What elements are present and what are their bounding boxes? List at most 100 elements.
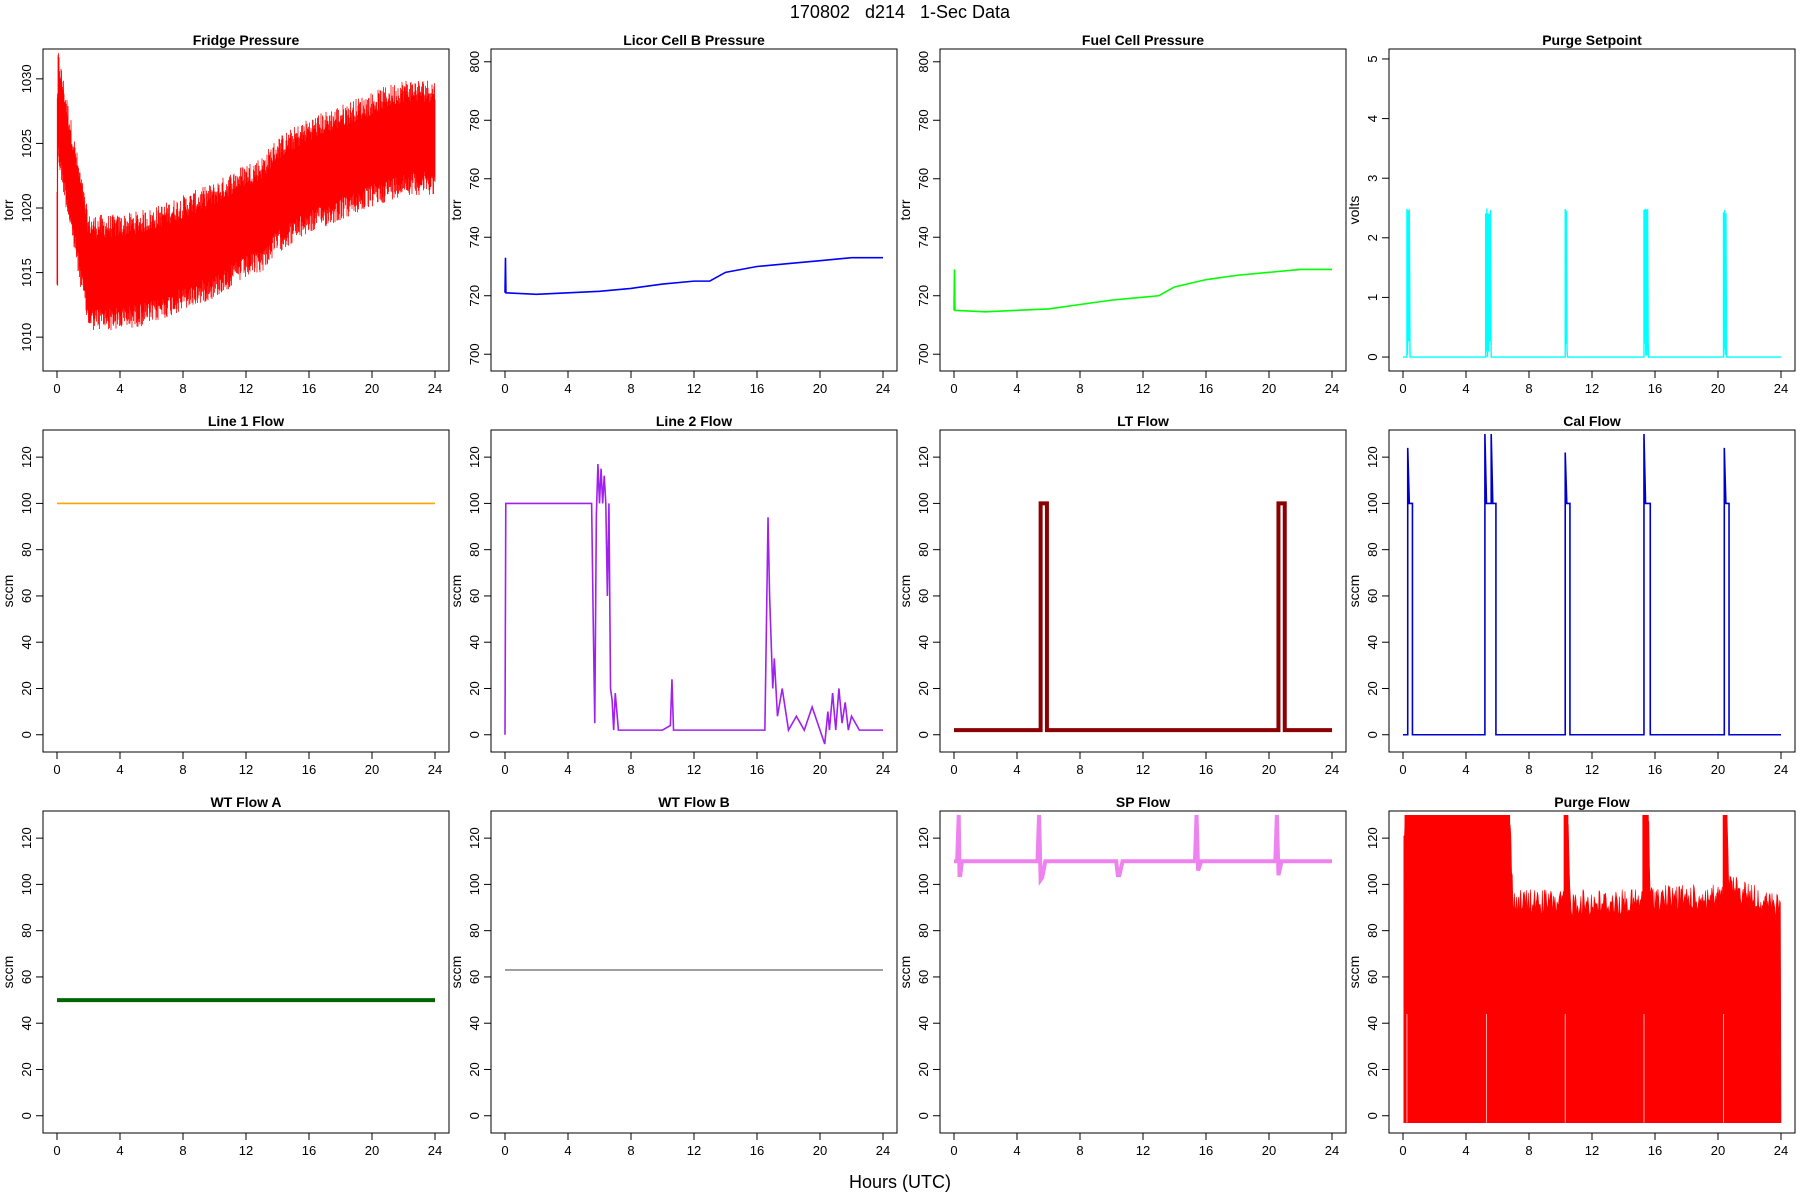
y-tick-label: 1015	[19, 258, 34, 287]
x-tick-label: 8	[1076, 1143, 1083, 1158]
panel-8: Cal Flow sccm 0 4 8 12 16 20 24 0 20 40 60 80 100 120	[1346, 413, 1796, 777]
x-tick-label: 20	[1262, 1143, 1276, 1158]
y-tick-label: 0	[1365, 1112, 1380, 1119]
x-tick-label: 20	[365, 762, 379, 777]
x-tick-label: 0	[501, 762, 508, 777]
x-tick-label: 4	[1462, 762, 1469, 777]
x-tick-label: 8	[1525, 762, 1532, 777]
x-tick-label: 0	[501, 1143, 508, 1158]
y-tick-label: 100	[467, 493, 482, 515]
y-tick-label: 700	[467, 343, 482, 365]
y-tick-label: 780	[467, 109, 482, 131]
y-tick-label: 760	[916, 168, 931, 190]
x-tick-label: 20	[1262, 762, 1276, 777]
y-axis-label: sccm	[1346, 575, 1362, 608]
panel-6: Line 2 Flow sccm 0 4 8 12 16 20 24 0 20 40 60 80 100 12…	[448, 413, 898, 777]
y-tick-label: 20	[467, 681, 482, 695]
x-tick-label: 12	[1136, 381, 1150, 396]
plot-frame	[42, 48, 450, 372]
y-tick-label: 120	[19, 446, 34, 468]
y-tick-label: 760	[467, 168, 482, 190]
series-group	[504, 464, 883, 745]
y-tick-label: 0	[1365, 731, 1380, 738]
x-axis-label: Hours (UTC)	[849, 1172, 951, 1192]
x-tick-label: 12	[1585, 1143, 1599, 1158]
x-tick-label: 8	[1525, 1143, 1532, 1158]
x-tick-label: 4	[116, 1143, 123, 1158]
panel-title: LT Flow	[1117, 413, 1169, 429]
y-tick-label: 120	[1365, 446, 1380, 468]
series-line	[1403, 208, 1781, 358]
x-tick-label: 4	[1462, 1143, 1469, 1158]
x-tick-label: 4	[1462, 381, 1469, 396]
y-tick-label: 40	[19, 635, 34, 649]
y-tick-label: 80	[916, 542, 931, 556]
y-tick-label: 40	[916, 635, 931, 649]
y-tick-label: 700	[916, 343, 931, 365]
x-tick-label: 8	[627, 762, 634, 777]
x-tick-label: 4	[1013, 381, 1020, 396]
y-tick-label: 80	[467, 542, 482, 556]
x-tick-label: 16	[1648, 762, 1662, 777]
series-line	[953, 268, 1332, 313]
y-axis-label: sccm	[0, 575, 16, 608]
panel-title: Fuel Cell Pressure	[1082, 32, 1204, 48]
series-line	[954, 501, 1332, 733]
x-tick-label: 16	[1199, 381, 1213, 396]
plot-frame	[490, 810, 898, 1134]
plot-frame	[490, 48, 898, 372]
y-tick-label: 60	[467, 589, 482, 603]
y-tick-label: 80	[467, 923, 482, 937]
x-tick-label: 24	[1774, 381, 1788, 396]
y-tick-label: 780	[916, 109, 931, 131]
y-axis-label: volts	[1346, 196, 1362, 225]
y-tick-label: 100	[1365, 493, 1380, 515]
x-tick-label: 20	[1262, 381, 1276, 396]
y-tick-label: 120	[19, 827, 34, 849]
y-tick-label: 120	[467, 446, 482, 468]
y-tick-label: 1030	[19, 64, 34, 93]
y-tick-label: 60	[1365, 970, 1380, 984]
y-tick-label: 0	[467, 1112, 482, 1119]
series-line	[504, 256, 883, 296]
y-tick-label: 20	[916, 1062, 931, 1076]
x-tick-label: 16	[750, 1143, 764, 1158]
x-tick-label: 24	[876, 762, 890, 777]
series-line	[954, 814, 1332, 887]
y-tick-label: 3	[1365, 175, 1380, 182]
plot-frame	[42, 429, 450, 753]
x-tick-label: 8	[179, 381, 186, 396]
x-tick-label: 12	[687, 1143, 701, 1158]
x-tick-label: 16	[302, 381, 316, 396]
y-tick-label: 800	[467, 51, 482, 73]
y-tick-label: 120	[467, 827, 482, 849]
x-tick-label: 20	[813, 762, 827, 777]
x-tick-label: 16	[302, 1143, 316, 1158]
series-group	[1403, 433, 1781, 736]
series-group	[1403, 208, 1781, 358]
y-tick-label: 20	[1365, 681, 1380, 695]
y-tick-label: 4	[1365, 115, 1380, 122]
y-tick-label: 1010	[19, 323, 34, 352]
x-tick-label: 8	[627, 381, 634, 396]
y-tick-label: 0	[916, 731, 931, 738]
x-tick-label: 8	[179, 1143, 186, 1158]
x-tick-label: 20	[1711, 1143, 1725, 1158]
x-tick-label: 24	[428, 1143, 442, 1158]
y-tick-label: 80	[1365, 542, 1380, 556]
y-axis-label: sccm	[897, 956, 913, 989]
panel-title: WT Flow A	[210, 794, 281, 810]
x-tick-label: 0	[53, 381, 60, 396]
y-axis-label: torr	[448, 199, 464, 220]
y-tick-label: 20	[19, 681, 34, 695]
plot-frame	[939, 810, 1347, 1134]
y-tick-label: 20	[19, 1062, 34, 1076]
panel-title: Fridge Pressure	[193, 32, 300, 48]
series-block	[1563, 815, 1569, 1123]
y-tick-label: 120	[916, 827, 931, 849]
y-tick-label: 100	[19, 874, 34, 896]
x-tick-label: 0	[53, 1143, 60, 1158]
x-tick-label: 24	[1325, 1143, 1339, 1158]
